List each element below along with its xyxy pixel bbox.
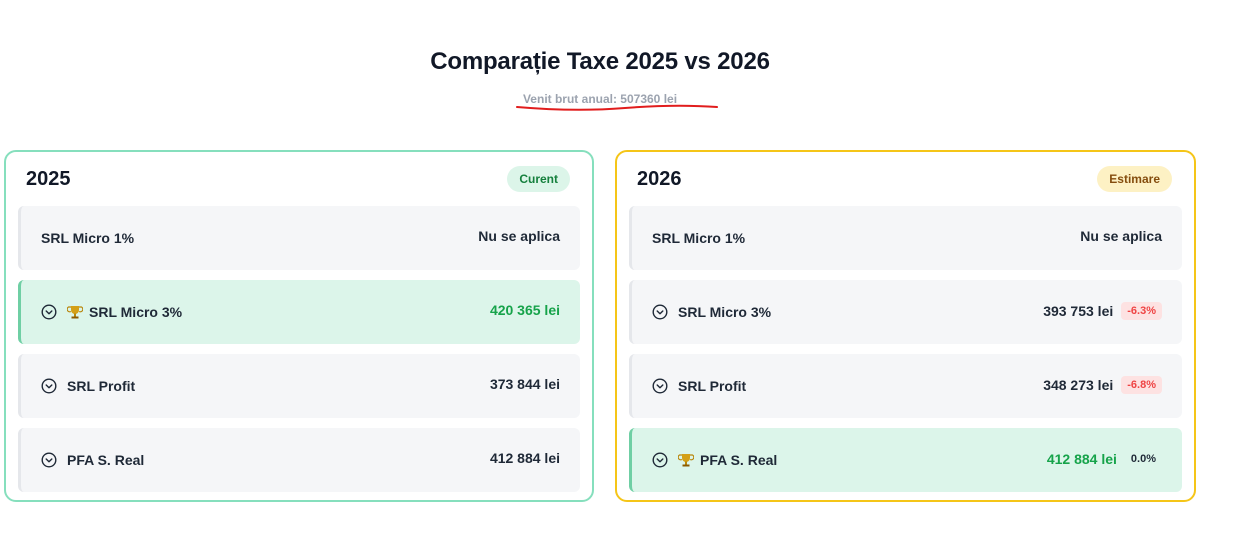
option-value: Nu se aplica: [1080, 228, 1162, 244]
option-list: SRL Micro 1% Nu se aplica SRL Micro 3% 3…: [629, 206, 1182, 502]
option-label: SRL Profit: [678, 378, 747, 394]
option-value: 412 884 lei: [489, 450, 560, 466]
chevron-down-icon[interactable]: [41, 378, 57, 394]
panel-2026: 2026 Estimare SRL Micro 1% Nu se aplica …: [615, 150, 1196, 502]
chevron-down-icon[interactable]: [41, 452, 57, 468]
annual-income-label: Venit brut anual: 507360 lei: [522, 92, 678, 106]
chevron-down-icon[interactable]: [652, 452, 668, 468]
option-value: 412 884 lei: [1046, 451, 1117, 467]
panel-header: 2026 Estimare: [617, 166, 1194, 194]
option-row-pfa-s-real[interactable]: PFA S. Real 412 884 lei: [18, 428, 580, 492]
option-label: PFA S. Real: [700, 452, 778, 468]
change-badge: -6.8%: [1121, 376, 1162, 394]
change-badge: -6.3%: [1121, 302, 1162, 320]
option-value: 373 844 lei: [489, 376, 560, 392]
change-badge: 0.0%: [1130, 453, 1156, 465]
panel-year: 2026: [637, 168, 682, 190]
panel-header: 2025 Curent: [6, 166, 592, 194]
option-row-srl-micro-1: SRL Micro 1% Nu se aplica: [629, 206, 1182, 270]
option-row-srl-profit[interactable]: SRL Profit 348 273 lei -6.8%: [629, 354, 1182, 418]
option-label: SRL Micro 3%: [89, 304, 183, 320]
chevron-down-icon[interactable]: [41, 304, 57, 320]
option-label: SRL Micro 1%: [652, 230, 746, 246]
page-title: Comparație Taxe 2025 vs 2026: [430, 48, 770, 75]
option-value: 420 365 lei: [489, 302, 560, 318]
option-row-srl-profit[interactable]: SRL Profit 373 844 lei: [18, 354, 580, 418]
option-value: Nu se aplica: [478, 228, 560, 244]
trophy-icon: [67, 306, 83, 319]
panel-2025: 2025 Curent SRL Micro 1% Nu se aplica SR…: [4, 150, 594, 502]
status-badge: Curent: [507, 166, 570, 192]
chevron-down-icon[interactable]: [652, 304, 668, 320]
red-underline-annotation: [515, 104, 718, 111]
option-row-srl-micro-3[interactable]: SRL Micro 3% 393 753 lei -6.3%: [629, 280, 1182, 344]
subtitle-wrap: Venit brut anual: 507360 lei: [515, 90, 718, 111]
trophy-icon: [678, 454, 694, 467]
option-row-pfa-s-real[interactable]: PFA S. Real 412 884 lei 0.0%: [629, 428, 1182, 492]
option-label: SRL Profit: [67, 378, 136, 394]
option-row-srl-micro-3[interactable]: SRL Micro 3% 420 365 lei: [18, 280, 580, 344]
chevron-down-icon[interactable]: [652, 378, 668, 394]
option-label: PFA S. Real: [67, 452, 145, 468]
option-row-srl-micro-1: SRL Micro 1% Nu se aplica: [18, 206, 580, 270]
option-list: SRL Micro 1% Nu se aplica SRL Micro 3% 4…: [18, 206, 580, 502]
option-value: 393 753 lei: [1043, 303, 1114, 319]
page-header: Comparație Taxe 2025 vs 2026 Venit brut …: [0, 48, 1200, 111]
option-label: SRL Micro 1%: [41, 230, 135, 246]
panel-year: 2025: [26, 168, 71, 190]
option-value: 348 273 lei: [1043, 377, 1114, 393]
status-badge: Estimare: [1097, 166, 1172, 192]
option-label: SRL Micro 3%: [678, 304, 772, 320]
